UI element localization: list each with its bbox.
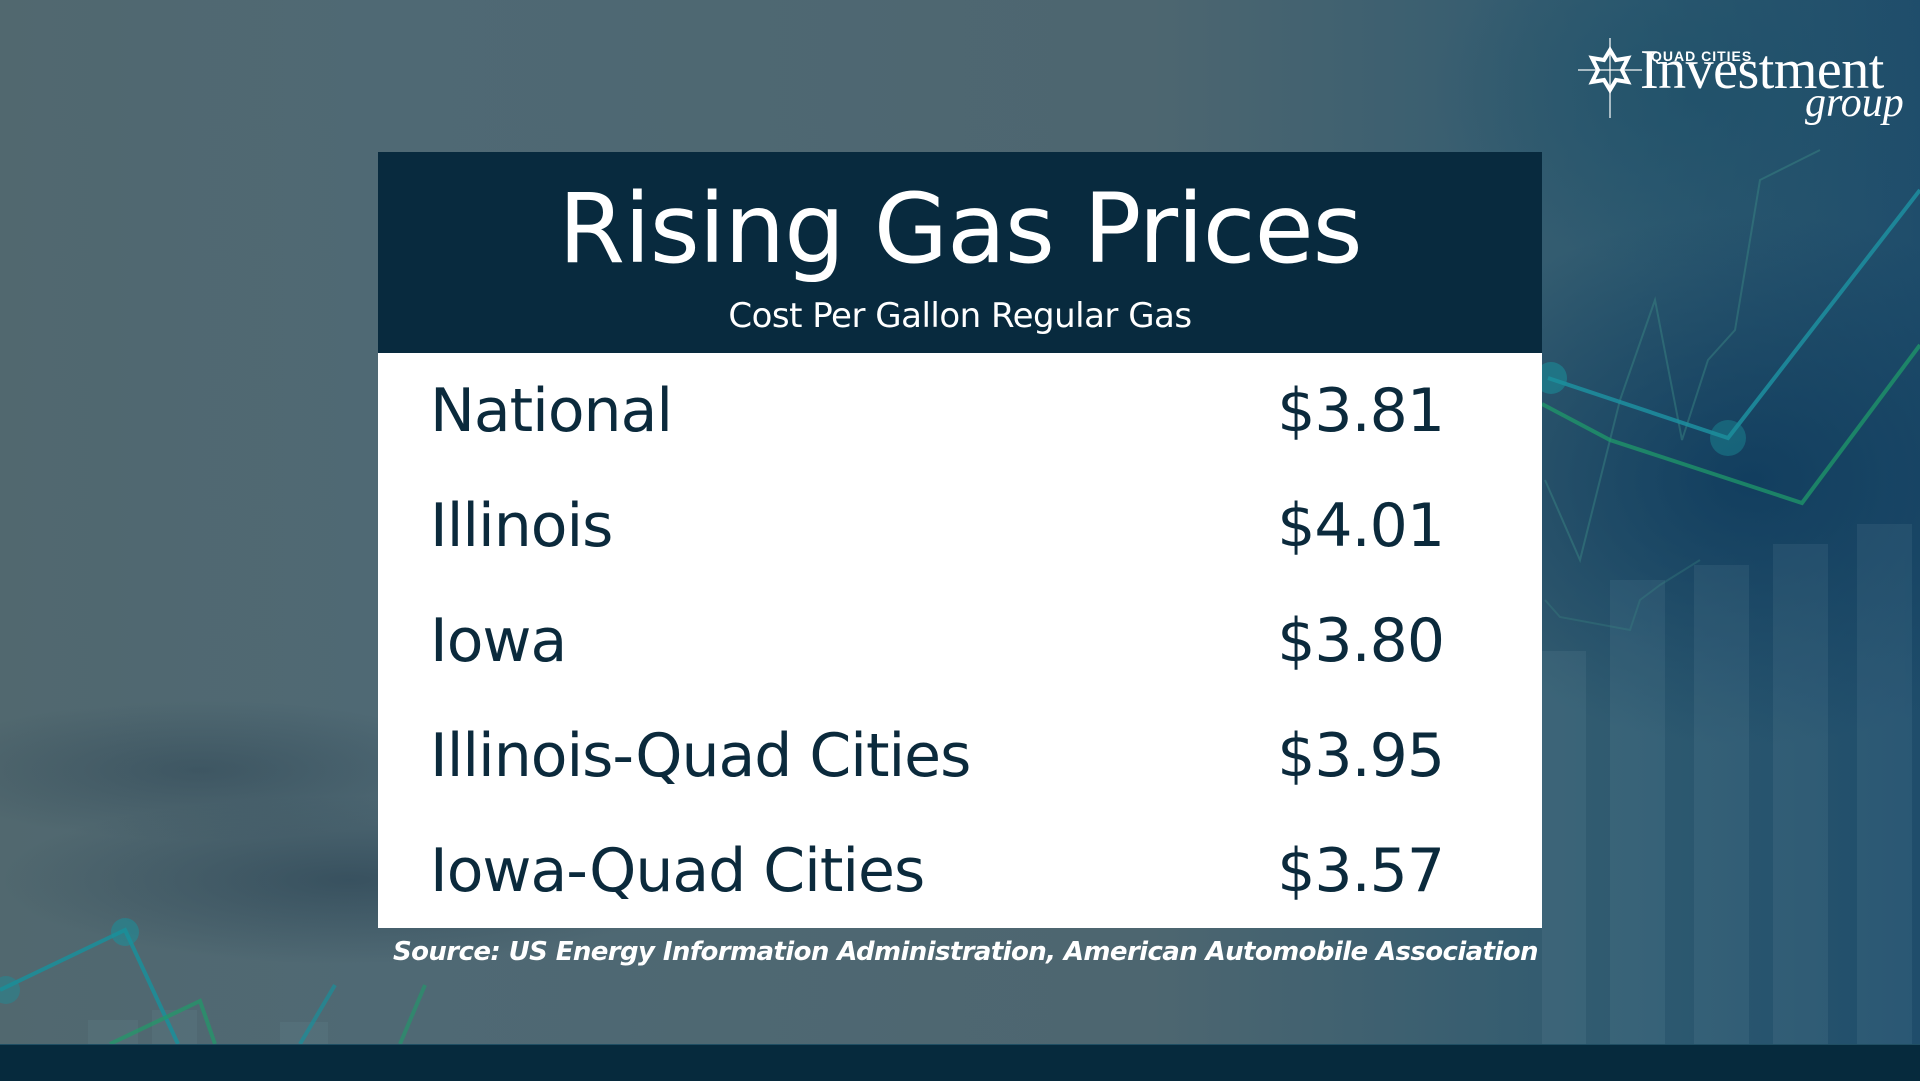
gas-prices-card: Rising Gas Prices Cost Per Gallon Regula… [378,152,1542,928]
table-row: Iowa-Quad Cities $3.57 [378,813,1542,928]
compass-star-icon [1578,38,1642,118]
price-value: $3.80 [1277,606,1445,676]
price-value: $3.81 [1277,376,1445,446]
bottom-bar [0,1044,1920,1081]
price-value: $3.57 [1277,836,1445,906]
company-logo: QUAD CITIES Investment group [1578,38,1908,128]
table-row: Illinois $4.01 [378,468,1542,583]
table-row: National $3.81 [378,353,1542,468]
price-table: National $3.81 Illinois $4.01 Iowa $3.80… [378,353,1542,928]
page-subtitle: Cost Per Gallon Regular Gas [728,296,1192,336]
table-row: Illinois-Quad Cities $3.95 [378,698,1542,813]
source-citation: Source: US Energy Information Administra… [393,937,1539,967]
region-label: National [430,376,673,446]
region-label: Illinois [430,491,613,561]
region-label: Iowa-Quad Cities [430,836,925,906]
region-label: Illinois-Quad Cities [430,721,971,791]
table-row: Iowa $3.80 [378,583,1542,698]
logo-quad-cities-text: QUAD CITIES [1651,48,1753,64]
logo-group-text: group [1805,80,1904,126]
price-value: $3.95 [1277,721,1445,791]
region-label: Iowa [430,606,567,676]
logo-investment-text: Investment [1640,39,1884,101]
card-header: Rising Gas Prices Cost Per Gallon Regula… [378,152,1542,353]
price-value: $4.01 [1277,491,1445,561]
page-title: Rising Gas Prices [558,173,1362,285]
